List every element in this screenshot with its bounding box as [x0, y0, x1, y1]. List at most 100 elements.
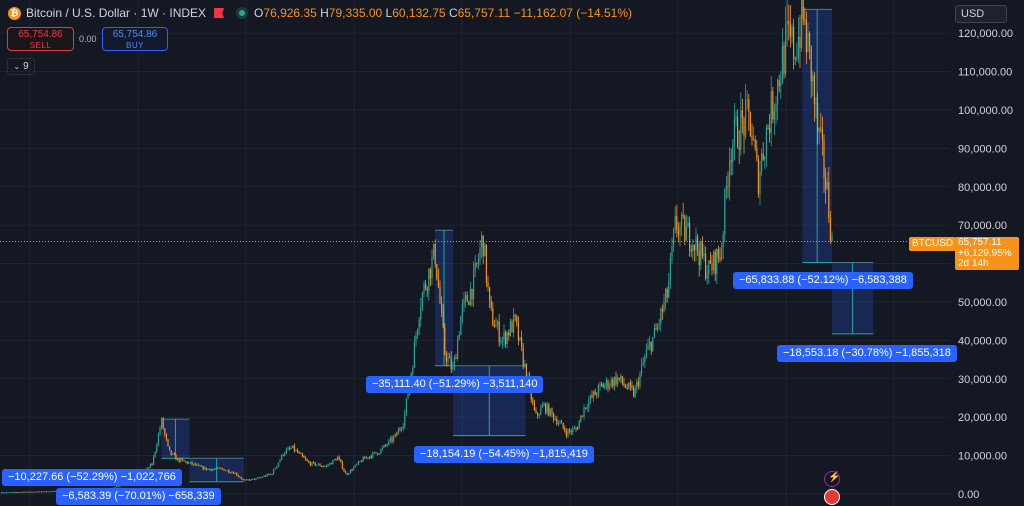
sell-button[interactable]: 65,754.86 SELL [7, 27, 74, 51]
candle-body-386 [618, 377, 620, 380]
candle-body-517 [828, 181, 830, 218]
candle-body-184 [295, 450, 297, 452]
candle-body-217 [348, 473, 350, 475]
candle-body-264 [423, 283, 425, 293]
candle-body-362 [580, 415, 582, 422]
candle-body-468 [749, 111, 751, 136]
candle-body-464 [743, 118, 745, 137]
candle-body-148 [237, 475, 239, 477]
candle-body-336 [538, 414, 540, 416]
indicators-toggle[interactable]: ⌄ 9 [7, 58, 35, 75]
candle-body-153 [245, 479, 247, 481]
candle-body-380 [609, 385, 611, 389]
candle-body-287 [460, 316, 462, 336]
candle-body-332 [532, 399, 534, 403]
candle-body-12 [20, 491, 22, 493]
candle-body-280 [449, 357, 451, 359]
candle-body-71 [114, 487, 116, 489]
candle-body-509 [815, 103, 817, 105]
measurement-label-4[interactable]: −18,154.19 (−54.45%) −1,815,419 [414, 446, 594, 463]
candle-body-318 [509, 321, 511, 336]
candle-body-23 [37, 491, 39, 493]
candle-body-303 [485, 244, 487, 283]
candle-body-416 [666, 288, 668, 298]
candle-body-182 [292, 445, 294, 449]
candle-body-484 [775, 104, 777, 112]
candle-body-197 [316, 464, 318, 466]
candle-body-425 [681, 214, 683, 226]
measurement-label-2[interactable]: −6,583.39 (−70.01%) −658,339 [56, 488, 221, 505]
measurement-label-5[interactable]: −65,833.88 (−52.12%) −6,583,388 [733, 272, 913, 289]
candle-body-161 [258, 477, 260, 479]
candle-body-480 [769, 127, 771, 134]
candle-body-275 [441, 302, 443, 311]
candle-body-169 [271, 473, 273, 475]
candle-body-364 [583, 407, 585, 417]
candle-body-353 [565, 431, 567, 436]
measurement-label-6[interactable]: −18,553.18 (−30.78%) −1,855,318 [777, 345, 957, 362]
candle-body-411 [658, 323, 660, 326]
candle-body-102 [164, 428, 166, 435]
candle-body-363 [581, 415, 583, 417]
candle-body-133 [213, 469, 215, 471]
candle-body-277 [444, 327, 446, 354]
candle-body-72 [116, 486, 118, 488]
candle-body-219 [351, 469, 353, 471]
candle-body-211 [338, 457, 340, 460]
candle-body-418 [669, 257, 671, 281]
candle-body-274 [439, 286, 441, 303]
candle-body-450 [721, 247, 723, 260]
measurement-label-3[interactable]: −35,111.40 (−51.29%) −3,511,140 [366, 376, 544, 393]
measurement-label-1[interactable]: −10,227.66 (−52.29%) −1,022,766 [2, 469, 182, 486]
currency-select[interactable]: USD [955, 5, 1007, 23]
candle-body-195 [313, 462, 315, 464]
candle-body-237 [380, 449, 382, 454]
candle-body-7 [12, 492, 14, 494]
sell-label: SELL [29, 41, 52, 50]
eye-icon[interactable] [236, 7, 249, 19]
candle-body-299 [479, 247, 481, 260]
y-tick-label-2: 20,000.00 [958, 412, 1007, 424]
candle-body-156 [250, 479, 252, 481]
candle-body-485 [777, 80, 779, 105]
symbol-title[interactable]: Bitcoin / U.S. Dollar · 1W · INDEX [26, 6, 207, 20]
candle-body-162 [260, 477, 262, 479]
candle-body-253 [405, 398, 407, 414]
candle-body-9 [15, 491, 17, 493]
candle-body-163 [261, 476, 263, 478]
buy-button[interactable]: 65,754.86 BUY [102, 27, 168, 51]
y-tick-label-4: 40,000.00 [958, 335, 1007, 347]
candle-body-95 [153, 456, 155, 465]
candle-body-268 [429, 268, 431, 279]
us-flag-icon[interactable] [824, 489, 840, 505]
candle-body-96 [154, 451, 156, 457]
candle-body-19 [31, 491, 33, 493]
candle-body-240 [385, 444, 387, 446]
candle-body-157 [252, 478, 254, 480]
candle-body-428 [685, 226, 687, 241]
candle-body-110 [177, 458, 179, 461]
candle-body-340 [545, 403, 547, 413]
candle-body-383 [613, 376, 615, 387]
candle-body-254 [407, 394, 409, 399]
candle-body-224 [359, 461, 361, 463]
candle-body-423 [677, 230, 679, 235]
candle-body-469 [751, 135, 753, 141]
lightning-icon[interactable]: ⚡ [824, 471, 840, 487]
candle-body-109 [175, 454, 177, 461]
candle-body-474 [759, 171, 761, 195]
candle-body-493 [789, 24, 791, 37]
candle-body-491 [786, 20, 788, 25]
candle-body-372 [596, 394, 598, 396]
candle-body-20 [33, 491, 35, 493]
candle-body-4 [7, 492, 9, 494]
candle-body-8 [13, 491, 15, 493]
candle-body-337 [540, 407, 542, 415]
candle-body-33 [53, 490, 55, 492]
candle-body-218 [349, 469, 351, 474]
candle-body-146 [234, 472, 236, 474]
candle-body-453 [725, 185, 727, 190]
flag-icon[interactable] [214, 8, 225, 18]
